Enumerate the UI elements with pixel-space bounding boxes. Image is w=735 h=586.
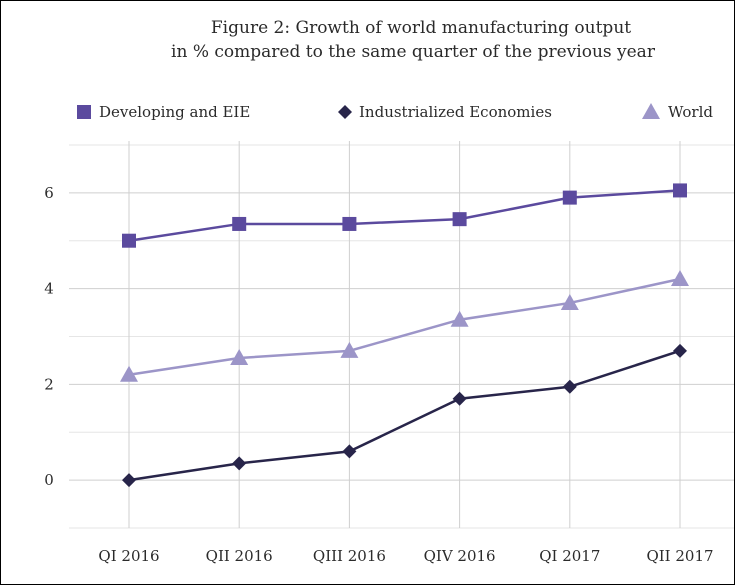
legend: Developing and EIE Industrialized Economi…	[77, 103, 713, 121]
legend-label: Developing and EIE	[99, 103, 250, 121]
series-point	[120, 365, 138, 382]
grid	[69, 141, 734, 529]
x-tick-label: QII 2017	[646, 547, 713, 565]
series-point	[562, 190, 577, 205]
series-point	[673, 343, 687, 358]
series-point	[560, 293, 579, 310]
series-point	[452, 212, 467, 227]
chart-title-line-2: in % compared to the same quarter of the…	[171, 42, 656, 62]
chart-title-line-1: Figure 2: Growth of world manufacturing …	[211, 18, 631, 38]
series-point	[673, 183, 687, 198]
legend-marker	[642, 103, 660, 119]
legend-marker	[77, 105, 91, 119]
legend-marker	[338, 105, 352, 119]
legend-label: Industrialized Economies	[359, 103, 552, 121]
x-tick-label: QII 2016	[206, 547, 273, 565]
series-point	[671, 270, 689, 287]
series-point	[452, 391, 467, 406]
series-point	[232, 456, 247, 471]
y-tick-label: 6	[44, 184, 54, 202]
series-line	[128, 277, 681, 377]
series-point	[230, 349, 249, 366]
series-line	[128, 189, 681, 242]
axes: 0 2 4 6 QI 2016 QII 2016 QIII 2016 QIV 2016 QI 2…	[44, 184, 713, 565]
series-point	[340, 341, 359, 358]
series-point	[122, 473, 136, 488]
series-point	[562, 379, 577, 394]
series	[120, 183, 689, 488]
series-line	[128, 349, 681, 482]
x-tick-label: QI 2017	[539, 547, 600, 565]
y-tick-label: 0	[44, 471, 54, 489]
series-point	[122, 233, 136, 248]
series-point	[450, 310, 469, 327]
series-point	[342, 216, 357, 231]
series-point	[232, 216, 247, 231]
x-tick-label: QI 2016	[98, 547, 159, 565]
x-tick-label: QIII 2016	[313, 547, 386, 565]
y-tick-label: 4	[44, 280, 54, 298]
series-point	[342, 444, 357, 459]
legend-label: World	[668, 103, 713, 121]
y-tick-label: 2	[44, 375, 54, 393]
x-tick-label: QIV 2016	[424, 547, 496, 565]
